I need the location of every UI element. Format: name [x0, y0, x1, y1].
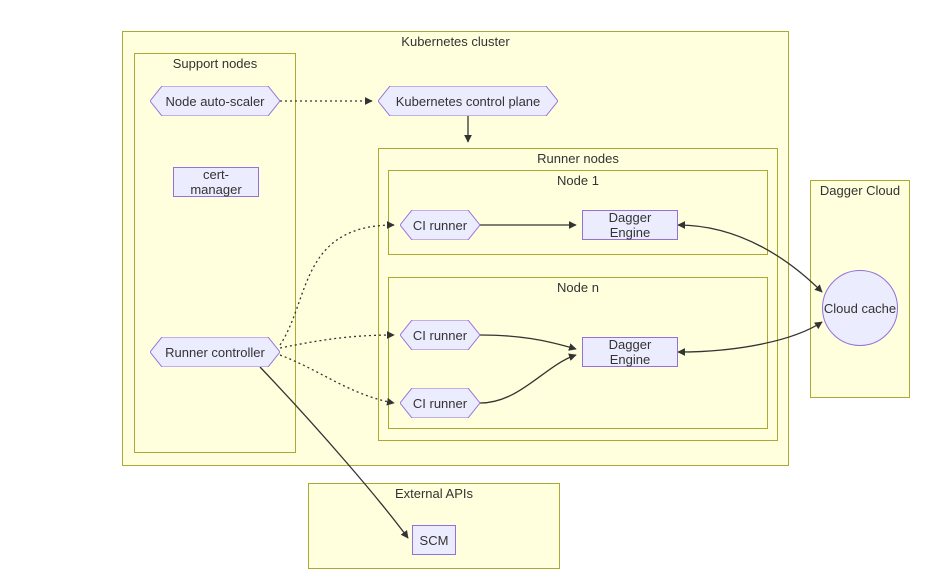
group-label-runner: Runner nodes — [379, 151, 777, 166]
group-label-k8s: Kubernetes cluster — [123, 34, 788, 49]
node-label-ci3: CI runner — [400, 388, 480, 418]
node-label-ci2: CI runner — [400, 320, 480, 350]
node-cert: cert-manager — [173, 167, 259, 197]
node-ci1: CI runner — [400, 210, 480, 240]
node-cloudcache: Cloud cache — [822, 270, 898, 346]
node-label-cloudcache: Cloud cache — [824, 301, 896, 316]
group-label-noden: Node n — [389, 280, 767, 295]
node-label-controlplane: Kubernetes control plane — [378, 86, 558, 116]
node-label-cert: cert-manager — [180, 167, 252, 197]
node-label-scm: SCM — [420, 533, 449, 548]
node-ci3: CI runner — [400, 388, 480, 418]
group-label-dagger: Dagger Cloud — [811, 183, 909, 198]
node-label-controller: Runner controller — [150, 337, 280, 367]
group-label-external: External APIs — [309, 486, 559, 501]
node-autoscaler: Node auto-scaler — [150, 86, 280, 116]
node-engine2: Dagger Engine — [582, 337, 678, 367]
node-controlplane: Kubernetes control plane — [378, 86, 558, 116]
node-controller: Runner controller — [150, 337, 280, 367]
node-ci2: CI runner — [400, 320, 480, 350]
node-scm: SCM — [412, 525, 456, 555]
node-label-ci1: CI runner — [400, 210, 480, 240]
group-label-support: Support nodes — [135, 56, 295, 71]
node-label-engine2: Dagger Engine — [589, 337, 671, 367]
node-label-autoscaler: Node auto-scaler — [150, 86, 280, 116]
node-engine1: Dagger Engine — [582, 210, 678, 240]
node-label-engine1: Dagger Engine — [589, 210, 671, 240]
group-label-node1: Node 1 — [389, 173, 767, 188]
